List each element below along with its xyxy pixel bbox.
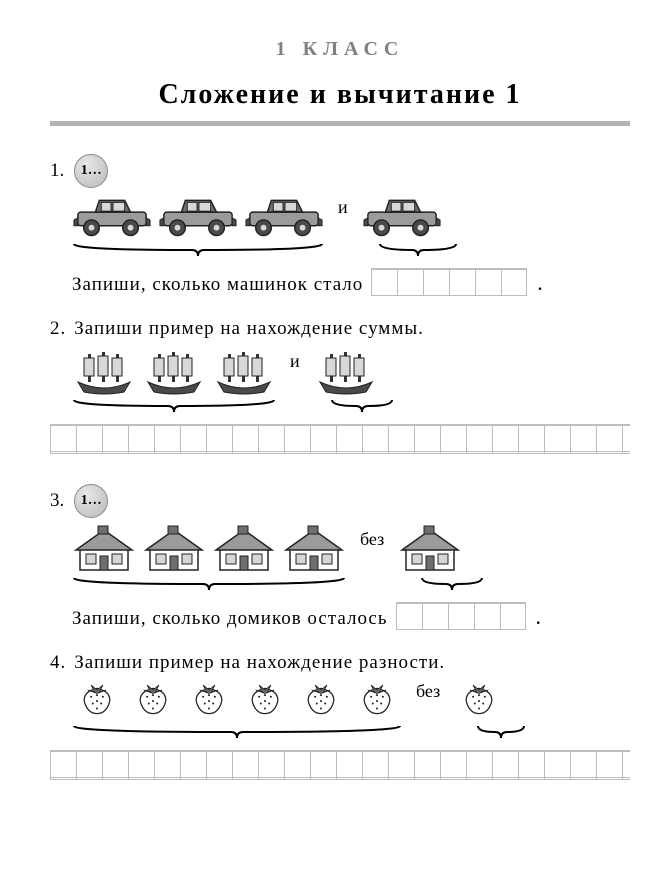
brace-icon	[72, 398, 276, 414]
berry-icon	[454, 680, 504, 722]
car-icon	[362, 194, 442, 240]
exercise-3: 3. 1… без Запиши, сколько домиков остало…	[50, 484, 630, 630]
worksheet-page: 1 КЛАСС Сложение и вычитание 1 1. 1… и З…	[0, 0, 670, 822]
conjunction: без	[416, 681, 440, 702]
exercise-prompt: Запиши пример на нахождение суммы.	[74, 318, 424, 340]
exercise-4: 4. Запиши пример на нахождение разности.…	[50, 652, 630, 780]
house-row: без	[72, 524, 630, 574]
brace-icon	[420, 576, 484, 592]
ship-icon	[72, 346, 136, 396]
berry-icon	[184, 680, 234, 722]
title-divider	[50, 121, 630, 126]
grade-label: 1 КЛАСС	[50, 38, 630, 61]
house-icon	[282, 524, 346, 574]
berry-icon	[296, 680, 346, 722]
exercise-prompt: Запиши, сколько машинок стало	[72, 274, 363, 296]
brace-icon	[476, 724, 526, 740]
answer-grid-full[interactable]	[50, 424, 630, 454]
brace-icon	[378, 242, 458, 258]
house-icon	[72, 524, 136, 574]
answer-grid[interactable]	[396, 602, 526, 630]
berry-icon	[72, 680, 122, 722]
answer-grid[interactable]	[371, 268, 527, 296]
car-icon	[244, 194, 324, 240]
berry-icon	[128, 680, 178, 722]
house-icon	[398, 524, 462, 574]
conjunction: и	[338, 197, 348, 218]
period: .	[537, 270, 544, 296]
ship-icon	[212, 346, 276, 396]
difficulty-badge: 1…	[74, 484, 108, 518]
berry-icon	[352, 680, 402, 722]
page-title: Сложение и вычитание 1	[50, 79, 630, 111]
house-icon	[142, 524, 206, 574]
brace-icon	[330, 398, 394, 414]
difficulty-badge: 1…	[74, 154, 108, 188]
brace-icon	[72, 242, 324, 258]
ship-icon	[314, 346, 378, 396]
house-icon	[212, 524, 276, 574]
exercise-prompt: Запиши пример на нахождение разности.	[74, 652, 445, 674]
car-icon	[72, 194, 152, 240]
ship-icon	[142, 346, 206, 396]
berry-row: без	[72, 680, 630, 722]
ship-row: и	[72, 346, 630, 396]
car-icon	[158, 194, 238, 240]
exercise-number: 2.	[50, 318, 66, 340]
brace-icon	[72, 724, 402, 740]
exercise-number: 1.	[50, 160, 64, 182]
answer-grid-full[interactable]	[50, 750, 630, 780]
exercise-number: 3.	[50, 490, 64, 512]
period: .	[536, 604, 543, 630]
brace-icon	[72, 576, 346, 592]
exercise-2: 2. Запиши пример на нахождение суммы. и	[50, 318, 630, 454]
exercise-1: 1. 1… и Запиши, сколько машинок стало .	[50, 154, 630, 296]
conjunction: без	[360, 529, 384, 550]
exercise-prompt: Запиши, сколько домиков осталось	[72, 608, 388, 630]
car-row: и	[72, 194, 630, 240]
berry-icon	[240, 680, 290, 722]
exercise-number: 4.	[50, 652, 66, 674]
conjunction: и	[290, 351, 300, 372]
